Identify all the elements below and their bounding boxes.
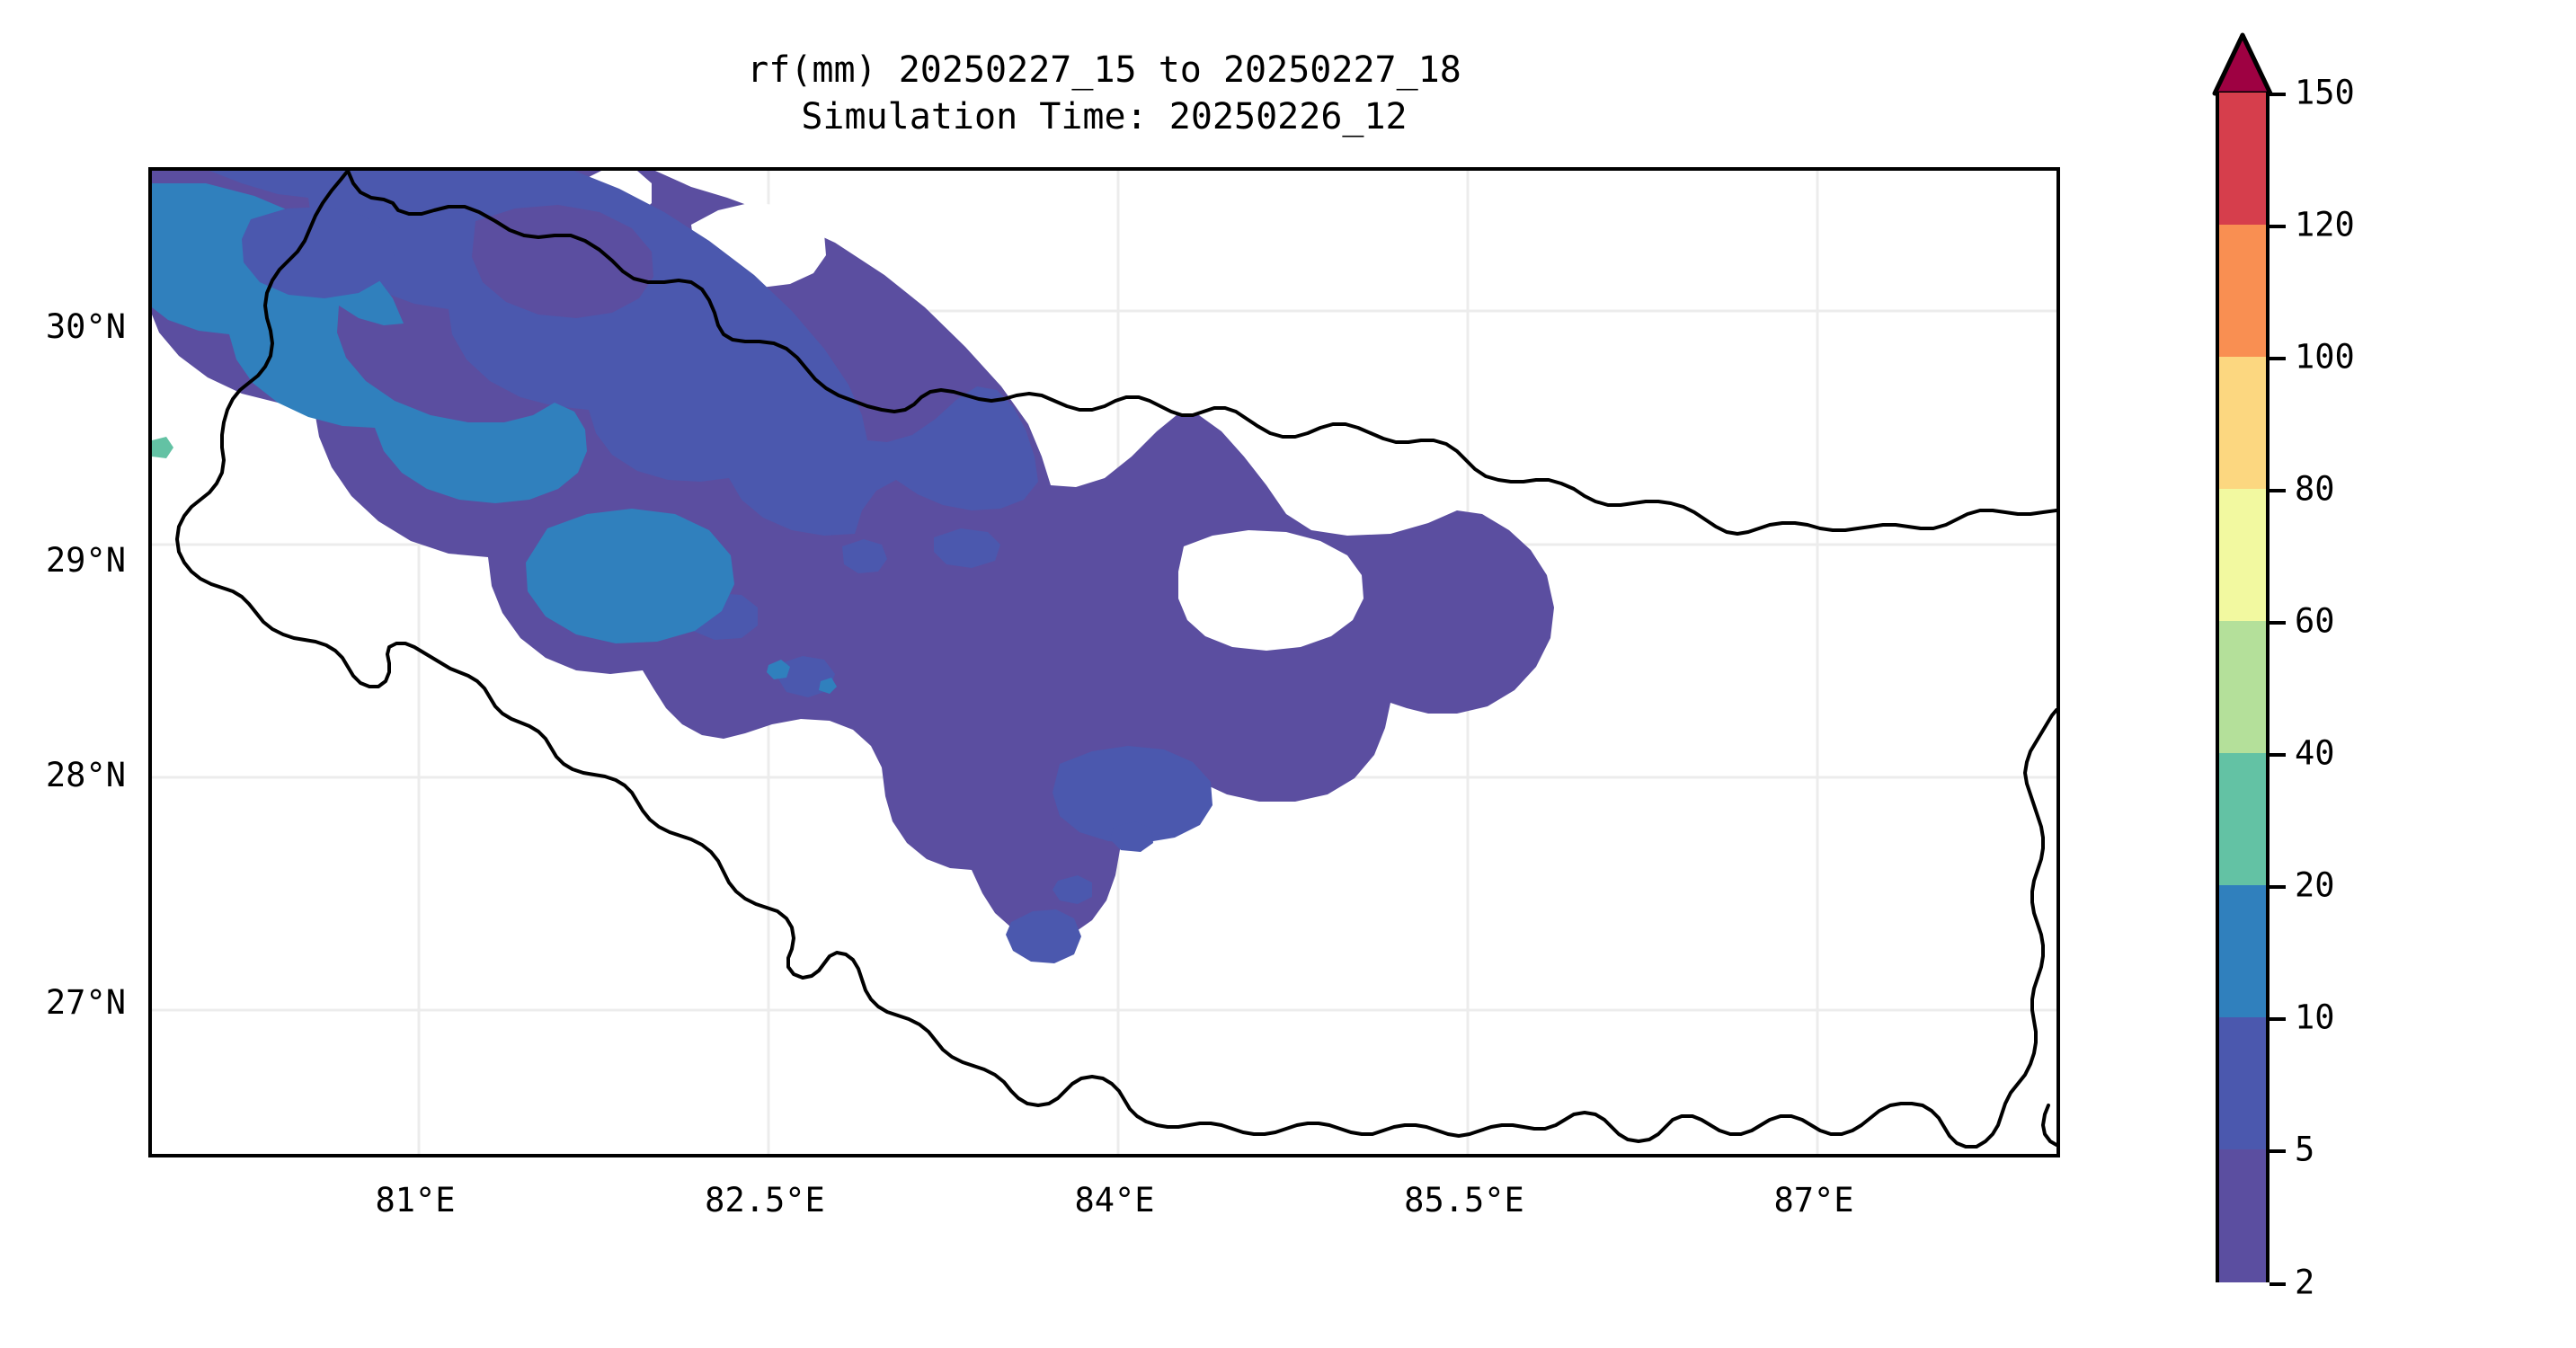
xtick-label-81e: 81°E bbox=[375, 1181, 456, 1219]
ytick-label-29n: 29°N bbox=[45, 541, 126, 580]
colorbar-band-40-60 bbox=[2219, 621, 2266, 753]
colorbar-band-60-80 bbox=[2219, 489, 2266, 621]
ytick-label-30n: 30°N bbox=[45, 307, 126, 346]
precip-band-10-20 bbox=[152, 183, 837, 694]
colorbar-band-20-40 bbox=[2219, 753, 2266, 885]
colorbar-tick-150 bbox=[2270, 93, 2286, 96]
colorbar-label-100: 100 bbox=[2295, 337, 2355, 377]
nepal-border bbox=[175, 171, 2056, 1148]
xtick-label-855e: 85.5°E bbox=[1404, 1181, 1524, 1219]
colorbar-label-5: 5 bbox=[2295, 1130, 2315, 1169]
colorbar-tick-5 bbox=[2270, 1149, 2286, 1153]
colorbar-band-120-150 bbox=[2219, 93, 2266, 225]
colorbar-tick-120 bbox=[2270, 225, 2286, 228]
colorbar-tick-10 bbox=[2270, 1017, 2286, 1021]
colorbar-band-80-100 bbox=[2219, 357, 2266, 489]
map-plot-area[interactable] bbox=[148, 167, 2060, 1157]
chart-title: rf(mm) 20250227_15 to 20250227_18 Simula… bbox=[148, 47, 2060, 140]
xtick-label-87e: 87°E bbox=[1773, 1181, 1854, 1219]
colorbar-band-2-5 bbox=[2219, 1149, 2266, 1282]
colorbar-label-2: 2 bbox=[2295, 1263, 2315, 1302]
colorbar-tick-100 bbox=[2270, 357, 2286, 360]
colorbar-label-80: 80 bbox=[2295, 469, 2335, 509]
colorbar-label-40: 40 bbox=[2295, 733, 2335, 773]
title-line-2: Simulation Time: 20250226_12 bbox=[801, 96, 1408, 137]
colorbar-label-120: 120 bbox=[2295, 205, 2355, 244]
colorbar-label-60: 60 bbox=[2295, 601, 2335, 641]
colorbar-label-20: 20 bbox=[2295, 865, 2335, 905]
map-contents bbox=[152, 171, 2056, 1154]
colorbar-band-5-10 bbox=[2219, 1017, 2266, 1149]
xtick-label-825e: 82.5°E bbox=[705, 1181, 825, 1219]
colorbar-tick-20 bbox=[2270, 885, 2286, 889]
ytick-label-27n: 27°N bbox=[45, 983, 126, 1022]
colorbar-tick-60 bbox=[2270, 621, 2286, 625]
colorbar-gradient bbox=[2216, 93, 2270, 1282]
colorbar-tick-80 bbox=[2270, 489, 2286, 492]
title-line-1: rf(mm) 20250227_15 to 20250227_18 bbox=[747, 49, 1461, 91]
colorbar[interactable]: 150 120 100 80 60 40 20 10 5 2 bbox=[2212, 32, 2355, 1302]
colorbar-tick-40 bbox=[2270, 753, 2286, 757]
colorbar-tick-2 bbox=[2270, 1282, 2286, 1286]
colorbar-label-10: 10 bbox=[2295, 998, 2335, 1037]
colorbar-band-10-20 bbox=[2219, 885, 2266, 1017]
ytick-label-28n: 28°N bbox=[45, 756, 126, 794]
xtick-label-84e: 84°E bbox=[1074, 1181, 1155, 1219]
colorbar-band-100-120 bbox=[2219, 225, 2266, 357]
colorbar-label-150: 150 bbox=[2295, 73, 2355, 112]
